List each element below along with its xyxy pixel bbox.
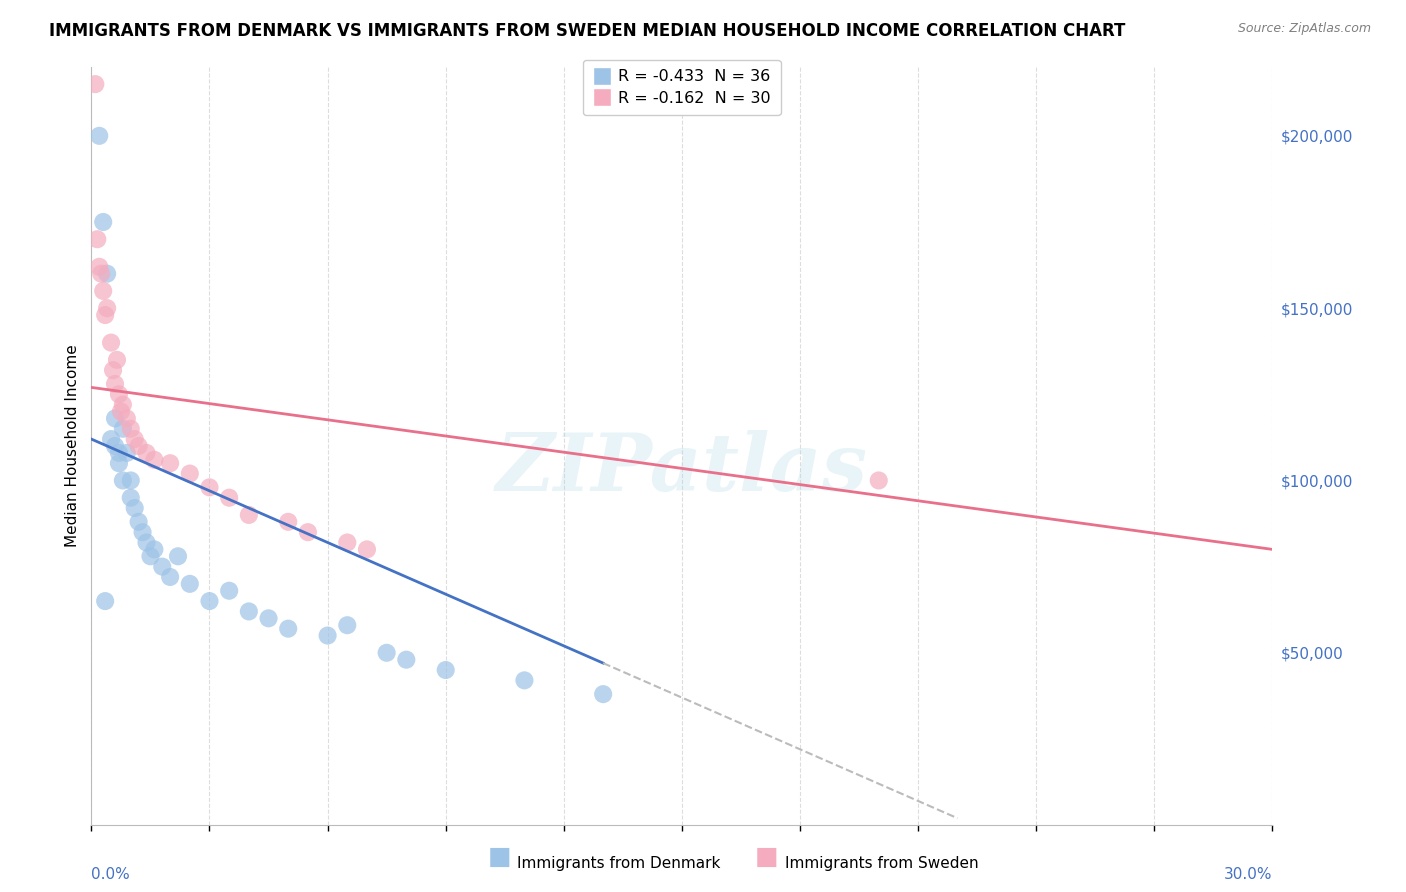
Point	[84, 77, 107, 91]
Point	[395, 653, 418, 667]
Text: 0.0%: 0.0%	[91, 867, 131, 882]
Text: ZIPatlas: ZIPatlas	[496, 430, 868, 508]
Point	[100, 335, 122, 350]
Point	[89, 260, 111, 274]
Point	[143, 542, 166, 557]
Point	[96, 301, 118, 315]
Point	[111, 398, 134, 412]
Text: ■: ■	[488, 845, 510, 869]
Point	[277, 515, 299, 529]
Point	[110, 404, 132, 418]
Point	[101, 363, 124, 377]
Point	[94, 308, 117, 322]
Point	[159, 570, 181, 584]
Point	[238, 508, 260, 522]
Point	[238, 604, 260, 618]
Point	[513, 673, 536, 688]
Y-axis label: Median Household Income: Median Household Income	[65, 344, 80, 548]
Point	[316, 628, 339, 642]
Point	[159, 456, 181, 470]
Point	[135, 535, 157, 549]
Point	[105, 352, 128, 367]
Point	[115, 446, 138, 460]
Point	[336, 618, 359, 632]
Point	[115, 411, 138, 425]
Point	[868, 474, 890, 488]
Point	[131, 525, 153, 540]
Point	[108, 456, 131, 470]
Point	[100, 432, 122, 446]
Point	[135, 446, 157, 460]
Point	[218, 583, 240, 598]
Point	[277, 622, 299, 636]
Point	[104, 439, 127, 453]
Point	[297, 525, 319, 540]
Point	[124, 501, 146, 516]
Point	[356, 542, 378, 557]
Point	[86, 232, 108, 246]
Point	[111, 474, 134, 488]
Point	[90, 267, 112, 281]
Point	[124, 432, 146, 446]
Text: Immigrants from Sweden: Immigrants from Sweden	[785, 855, 979, 871]
Point	[91, 215, 114, 229]
Point	[143, 452, 166, 467]
Point	[434, 663, 457, 677]
Point	[336, 535, 359, 549]
Point	[592, 687, 614, 701]
Point	[120, 422, 142, 436]
Point	[128, 439, 150, 453]
Text: Immigrants from Denmark: Immigrants from Denmark	[517, 855, 721, 871]
Point	[375, 646, 398, 660]
Point	[218, 491, 240, 505]
Point	[167, 549, 190, 564]
Text: 30.0%: 30.0%	[1225, 867, 1272, 882]
Point	[128, 515, 150, 529]
Point	[94, 594, 117, 608]
Point	[96, 267, 118, 281]
Point	[139, 549, 162, 564]
Point	[179, 467, 201, 481]
Point	[120, 491, 142, 505]
Point	[108, 446, 131, 460]
Text: IMMIGRANTS FROM DENMARK VS IMMIGRANTS FROM SWEDEN MEDIAN HOUSEHOLD INCOME CORREL: IMMIGRANTS FROM DENMARK VS IMMIGRANTS FR…	[49, 22, 1126, 40]
Point	[104, 376, 127, 391]
Point	[150, 559, 173, 574]
Point	[257, 611, 280, 625]
Point	[198, 480, 221, 494]
Text: Source: ZipAtlas.com: Source: ZipAtlas.com	[1237, 22, 1371, 36]
Point	[91, 284, 114, 298]
Point	[179, 577, 201, 591]
Point	[120, 474, 142, 488]
Point	[198, 594, 221, 608]
Text: ■: ■	[755, 845, 778, 869]
Point	[108, 387, 131, 401]
Point	[111, 422, 134, 436]
Point	[89, 128, 111, 143]
Legend: R = -0.433  N = 36, R = -0.162  N = 30: R = -0.433 N = 36, R = -0.162 N = 30	[583, 60, 780, 115]
Point	[104, 411, 127, 425]
